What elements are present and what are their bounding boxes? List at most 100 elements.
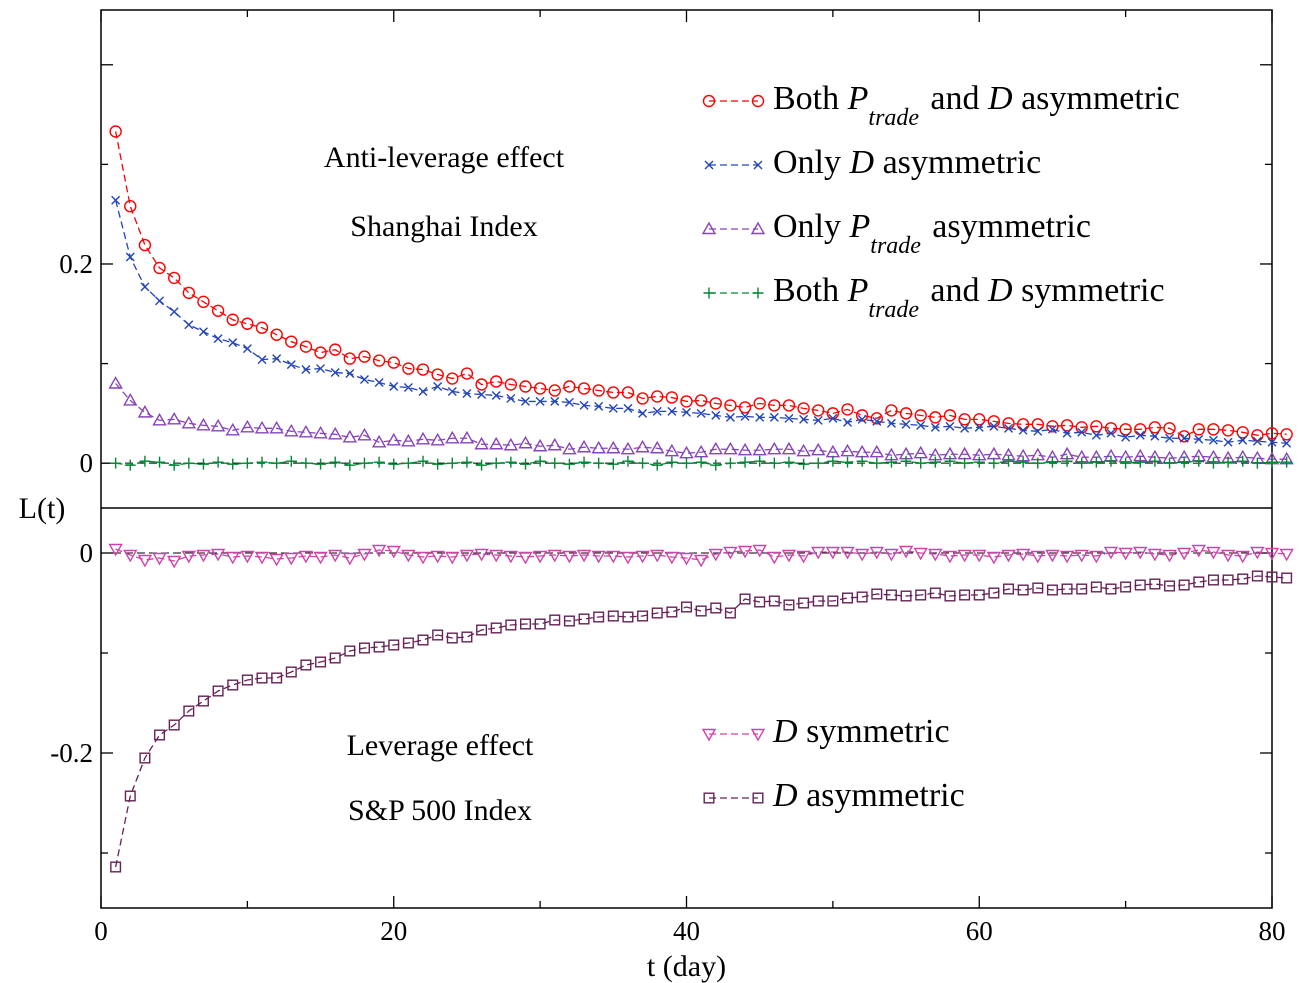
data-point xyxy=(155,296,165,306)
data-point xyxy=(269,553,284,567)
data-point xyxy=(1238,435,1248,445)
data-point xyxy=(432,458,444,470)
data-point xyxy=(724,607,736,619)
data-point xyxy=(783,456,795,468)
data-point xyxy=(386,432,401,446)
data-point xyxy=(166,555,182,569)
data-point xyxy=(183,705,195,717)
data-point xyxy=(854,548,870,562)
legend-entry: Both Ptrade and D symmetric xyxy=(703,272,1165,323)
data-point xyxy=(1164,457,1176,469)
data-point xyxy=(709,397,722,410)
data-point xyxy=(503,550,519,564)
data-point xyxy=(358,642,370,654)
data-point xyxy=(1237,455,1249,467)
data-point xyxy=(1062,428,1072,438)
data-point xyxy=(242,344,252,354)
data-point xyxy=(724,399,737,412)
data-point xyxy=(210,418,226,432)
data-point xyxy=(769,412,779,422)
data-point xyxy=(622,455,634,467)
data-point xyxy=(533,382,547,395)
data-point xyxy=(913,445,928,459)
data-point xyxy=(593,611,605,623)
data-point xyxy=(1018,425,1028,435)
data-point xyxy=(915,589,927,601)
legend-label: D asymmetric xyxy=(772,777,965,814)
data-point xyxy=(123,393,138,406)
data-point xyxy=(519,618,531,630)
data-point xyxy=(1046,584,1058,596)
data-point xyxy=(635,550,650,564)
data-point xyxy=(316,364,326,374)
data-point xyxy=(547,549,562,563)
data-point xyxy=(416,363,430,376)
legend-label: D symmetric xyxy=(772,713,950,750)
data-point xyxy=(1017,584,1029,596)
data-point xyxy=(1223,437,1233,447)
data-point xyxy=(489,549,504,563)
data-point xyxy=(563,458,575,470)
data-point xyxy=(591,440,606,454)
data-point xyxy=(885,589,897,601)
data-point xyxy=(184,320,194,330)
data-point xyxy=(1279,548,1294,562)
data-point xyxy=(532,550,548,564)
data-point xyxy=(1222,574,1234,586)
series-x xyxy=(111,195,1292,448)
data-point xyxy=(1207,457,1219,469)
data-point xyxy=(784,413,794,423)
data-point xyxy=(534,455,546,467)
data-point xyxy=(445,551,460,565)
data-point xyxy=(796,550,811,564)
data-point xyxy=(562,550,577,564)
data-point xyxy=(430,432,445,446)
data-point xyxy=(401,433,416,447)
data-point xyxy=(1236,426,1249,439)
data-point xyxy=(871,588,883,600)
data-point xyxy=(1105,583,1117,595)
data-point xyxy=(474,436,489,450)
x-tick-label: 0 xyxy=(94,916,108,946)
data-point xyxy=(298,550,314,564)
data-point xyxy=(944,455,956,467)
data-point xyxy=(446,372,459,385)
x-tick-label: 20 xyxy=(380,916,407,946)
data-point xyxy=(825,546,841,560)
data-point xyxy=(153,261,166,275)
annotation-text: Leverage effect xyxy=(347,729,534,762)
data-point xyxy=(152,412,167,426)
data-point xyxy=(196,417,211,431)
data-point xyxy=(446,457,458,469)
data-point xyxy=(1032,457,1044,469)
data-point xyxy=(562,441,577,455)
data-point xyxy=(1047,424,1057,434)
data-point xyxy=(212,685,224,697)
data-point xyxy=(299,340,313,353)
data-point xyxy=(197,458,209,470)
data-point xyxy=(371,544,387,558)
data-point xyxy=(357,427,372,441)
data-point xyxy=(520,396,530,406)
data-point xyxy=(843,417,853,427)
data-point xyxy=(1059,550,1075,564)
data-point xyxy=(974,422,984,432)
data-point xyxy=(665,391,679,404)
data-point xyxy=(768,595,780,607)
data-point xyxy=(591,550,606,564)
data-point xyxy=(139,752,151,764)
data-point xyxy=(1194,434,1204,444)
data-point xyxy=(1251,570,1263,582)
data-point xyxy=(343,352,357,365)
data-point xyxy=(592,384,605,397)
data-point xyxy=(1105,455,1117,467)
y-tick-label: -0.2 xyxy=(50,738,93,768)
data-point xyxy=(666,456,678,468)
data-point xyxy=(930,422,940,432)
data-point xyxy=(564,397,574,407)
data-point xyxy=(929,411,942,424)
data-point xyxy=(241,457,253,469)
data-point xyxy=(702,94,716,108)
data-point xyxy=(695,605,707,617)
data-point xyxy=(767,551,782,565)
